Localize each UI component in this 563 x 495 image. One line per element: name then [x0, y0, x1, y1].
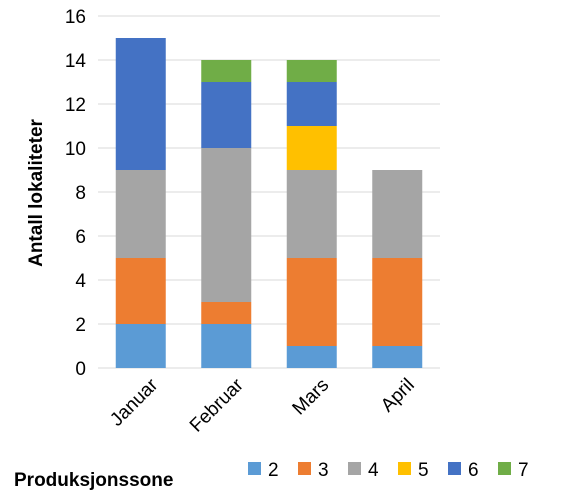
legend-swatch-4 [348, 462, 361, 475]
y-tick-label: 14 [65, 51, 87, 72]
legend-label: 4 [368, 460, 379, 481]
y-tick-label: 10 [65, 139, 86, 160]
bar-januar-series-3 [115, 258, 166, 324]
bar-mars-series-7 [286, 60, 337, 82]
bar-februar-series-6 [201, 82, 252, 148]
y-tick-label: 2 [75, 315, 86, 336]
legend: 2 3 4 5 6 7 [248, 460, 529, 481]
legend-label: 3 [318, 460, 329, 481]
bar-februar-series-2 [201, 324, 252, 368]
bar-april-series-3 [372, 258, 423, 346]
bar-mars-series-6 [286, 82, 337, 126]
legend-swatch-2 [248, 462, 261, 475]
y-tick-label: 12 [65, 95, 86, 116]
bar-mars-series-4 [286, 170, 337, 258]
bar-januar-series-2 [115, 324, 166, 368]
legend-swatch-6 [448, 462, 461, 475]
bar-april-series-2 [372, 346, 423, 368]
x-tick-label: April [377, 375, 419, 417]
x-tick-label: Januar [106, 374, 162, 430]
legend-swatch-5 [398, 462, 411, 475]
x-tick-label: Mars [289, 375, 334, 420]
bar-mars-series-2 [286, 346, 337, 368]
bars [115, 38, 423, 368]
y-tick-label: 4 [75, 271, 86, 292]
bar-januar-series-4 [115, 170, 166, 258]
bar-mars-series-3 [286, 258, 337, 346]
bar-januar-series-6 [115, 38, 166, 170]
bar-mars-series-5 [286, 126, 337, 170]
legend-swatch-7 [498, 462, 511, 475]
x-axis-tick-labels: Januar Februar Mars April [106, 374, 418, 436]
legend-title: Produksjonssone [14, 470, 173, 491]
y-axis-title: Antall lokaliteter [26, 118, 47, 266]
y-tick-label: 0 [75, 359, 86, 380]
legend-label: 5 [418, 460, 429, 481]
y-tick-label: 16 [65, 7, 86, 28]
y-tick-label: 6 [75, 227, 86, 248]
y-axis-tick-labels: 0 2 4 6 8 10 12 14 16 [65, 7, 87, 380]
legend-label: 7 [518, 460, 529, 481]
x-tick-label: Februar [186, 374, 248, 436]
legend-label: 2 [268, 460, 279, 481]
bar-april-series-4 [372, 170, 423, 258]
legend-swatch-3 [298, 462, 311, 475]
bar-februar-series-4 [201, 148, 252, 302]
y-tick-label: 8 [75, 183, 86, 204]
bar-februar-series-7 [201, 60, 252, 82]
legend-label: 6 [468, 460, 479, 481]
bar-februar-series-3 [201, 302, 252, 324]
